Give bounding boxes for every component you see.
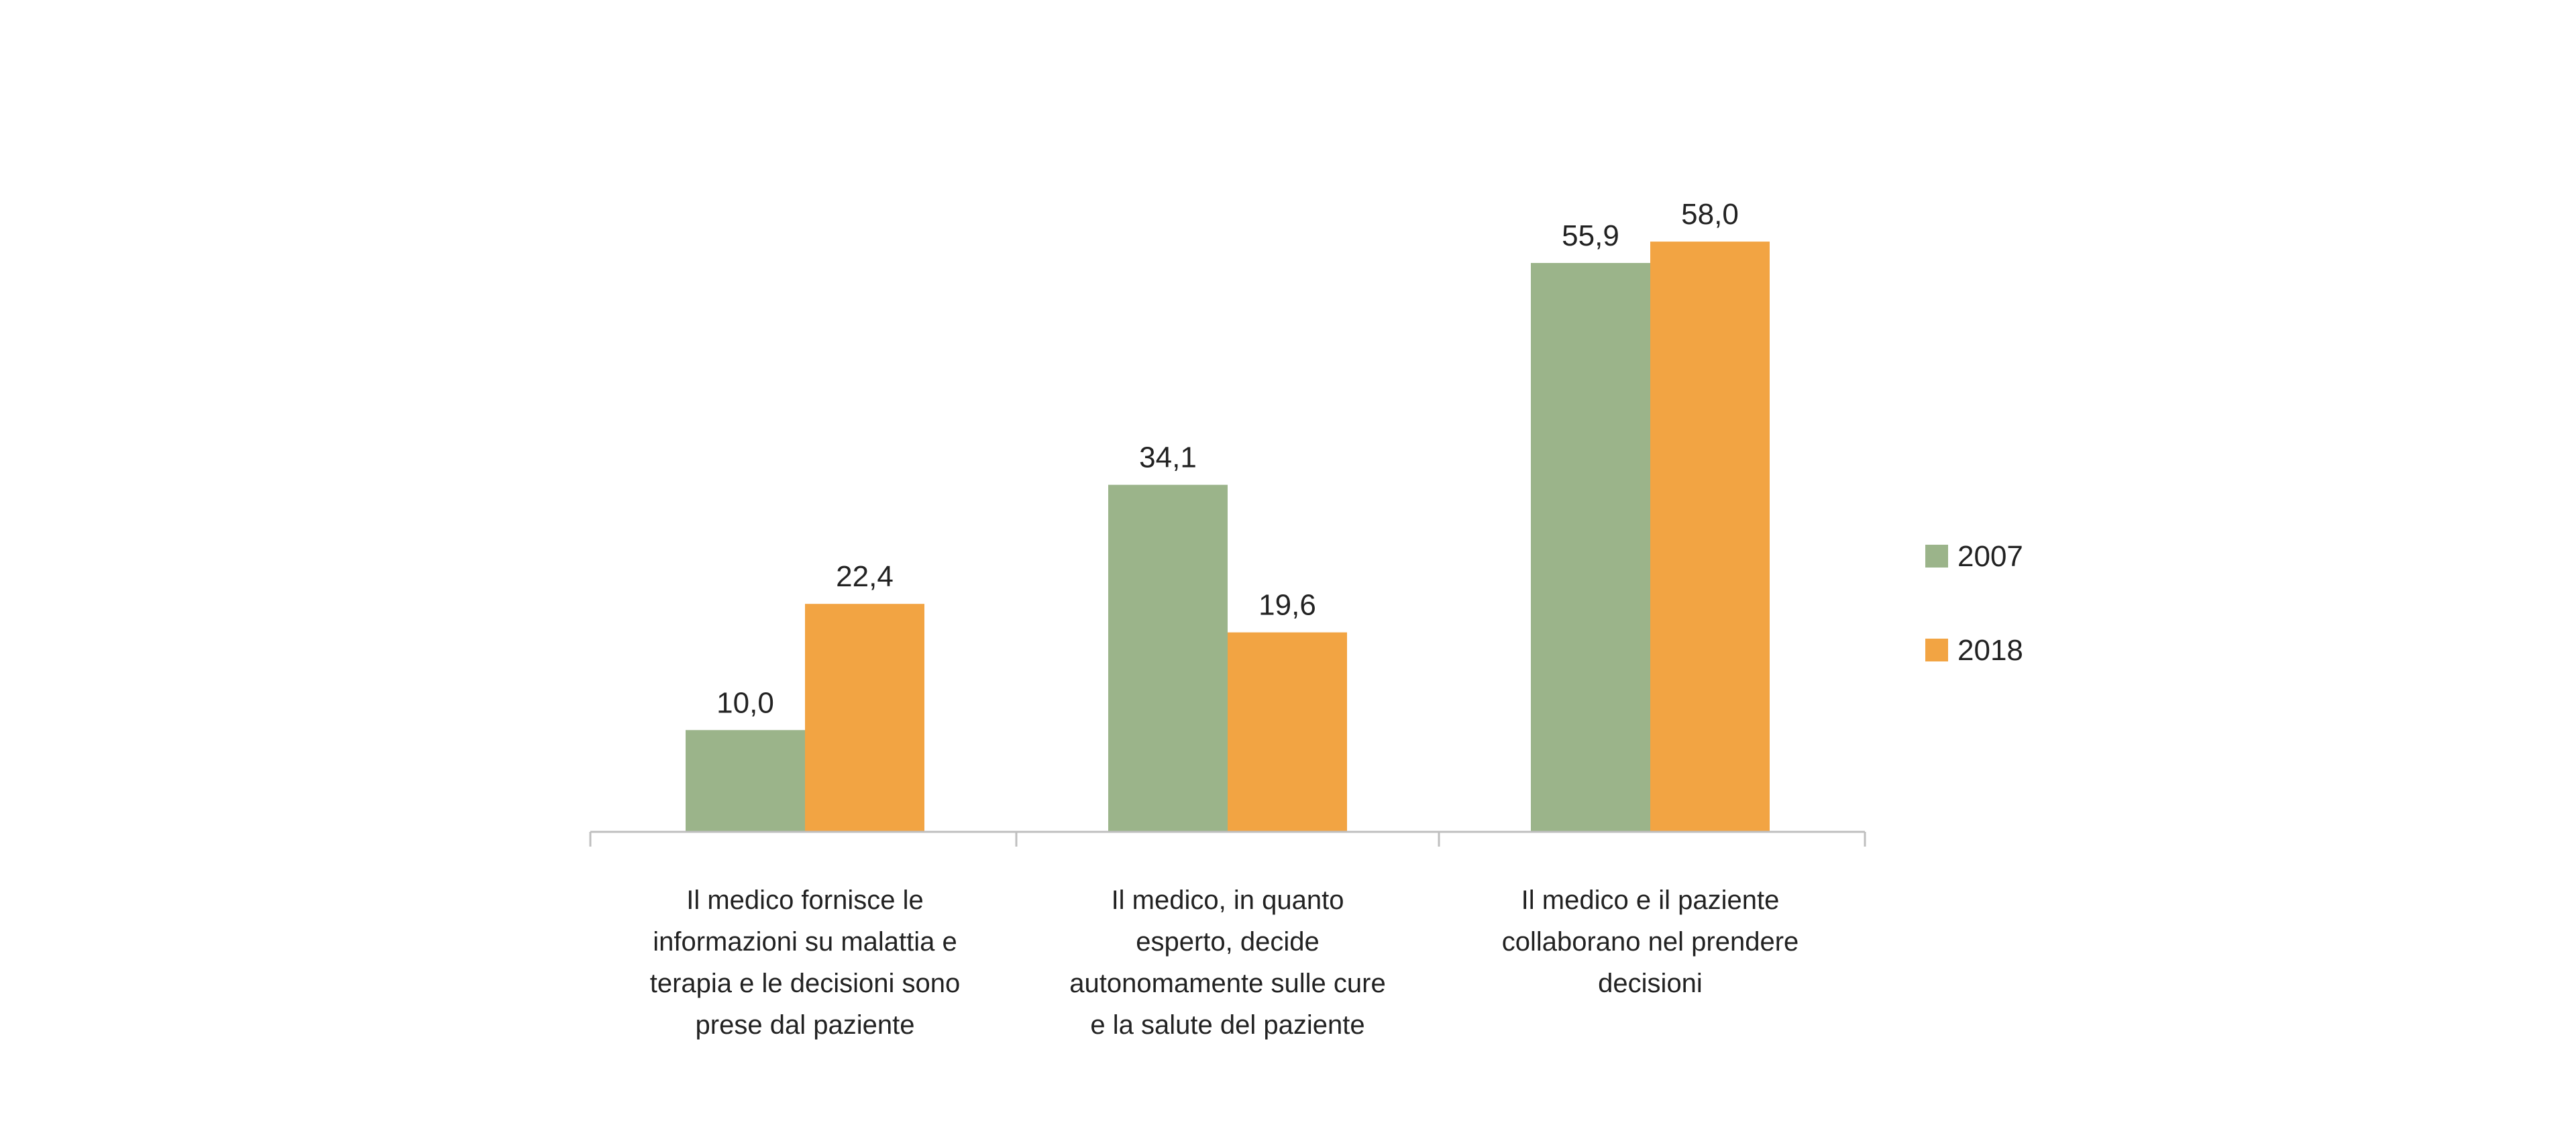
category-labels-group: Il medico fornisce le informazioni su mal… (650, 885, 1799, 1040)
data-label-2007-cat-3: 55,9 (1562, 219, 1619, 252)
category-label-2: Il medico, in quanto esperto, decide auton… (1069, 885, 1385, 1040)
bar-2018-cat-1 (805, 604, 924, 832)
category-label-2-line-2: esperto, decide (1136, 927, 1320, 957)
category-label-3-line-3: decisioni (1598, 969, 1703, 998)
category-label-2-line-1: Il medico, in quanto (1112, 885, 1344, 915)
category-label-3: Il medico e il paziente collaborano nel p… (1502, 885, 1799, 998)
data-label-2007-cat-1: 10,0 (716, 686, 774, 719)
category-label-3-line-2: collaborano nel prendere (1502, 927, 1799, 957)
legend: 2007 2018 (1925, 540, 2023, 667)
legend-label-2007: 2007 (1957, 540, 2023, 573)
x-axis-ticks (589, 832, 1866, 847)
legend-swatch-2007 (1925, 545, 1948, 568)
data-label-2007-cat-2: 34,1 (1139, 441, 1197, 474)
value-labels-group: 10,0 34,1 55,9 22,4 19,6 58,0 (716, 198, 1739, 719)
category-label-1-line-4: prese dal paziente (696, 1010, 915, 1040)
data-label-2018-cat-1: 22,4 (836, 560, 894, 593)
legend-label-2018: 2018 (1957, 634, 2023, 667)
category-label-3-line-1: Il medico e il paziente (1521, 885, 1780, 915)
category-label-1-line-3: terapia e le decisioni sono (650, 969, 961, 998)
category-label-2-line-4: e la salute del paziente (1090, 1010, 1364, 1040)
bar-2007-cat-2 (1108, 484, 1228, 832)
bar-2007-cat-1 (686, 730, 805, 832)
bars-group (686, 241, 1770, 832)
category-label-1-line-1: Il medico fornisce le (686, 885, 923, 915)
data-label-2018-cat-2: 19,6 (1258, 589, 1316, 622)
category-label-1: Il medico fornisce le informazioni su mal… (650, 885, 961, 1040)
category-label-1-line-2: informazioni su malattia e (653, 927, 957, 957)
bar-2018-cat-2 (1228, 632, 1347, 832)
category-label-2-line-3: autonomamente sulle cure (1069, 969, 1385, 998)
data-label-2018-cat-3: 58,0 (1681, 198, 1739, 231)
legend-swatch-2018 (1925, 639, 1948, 661)
bar-2007-cat-3 (1531, 262, 1650, 832)
bar-2018-cat-3 (1650, 241, 1770, 832)
